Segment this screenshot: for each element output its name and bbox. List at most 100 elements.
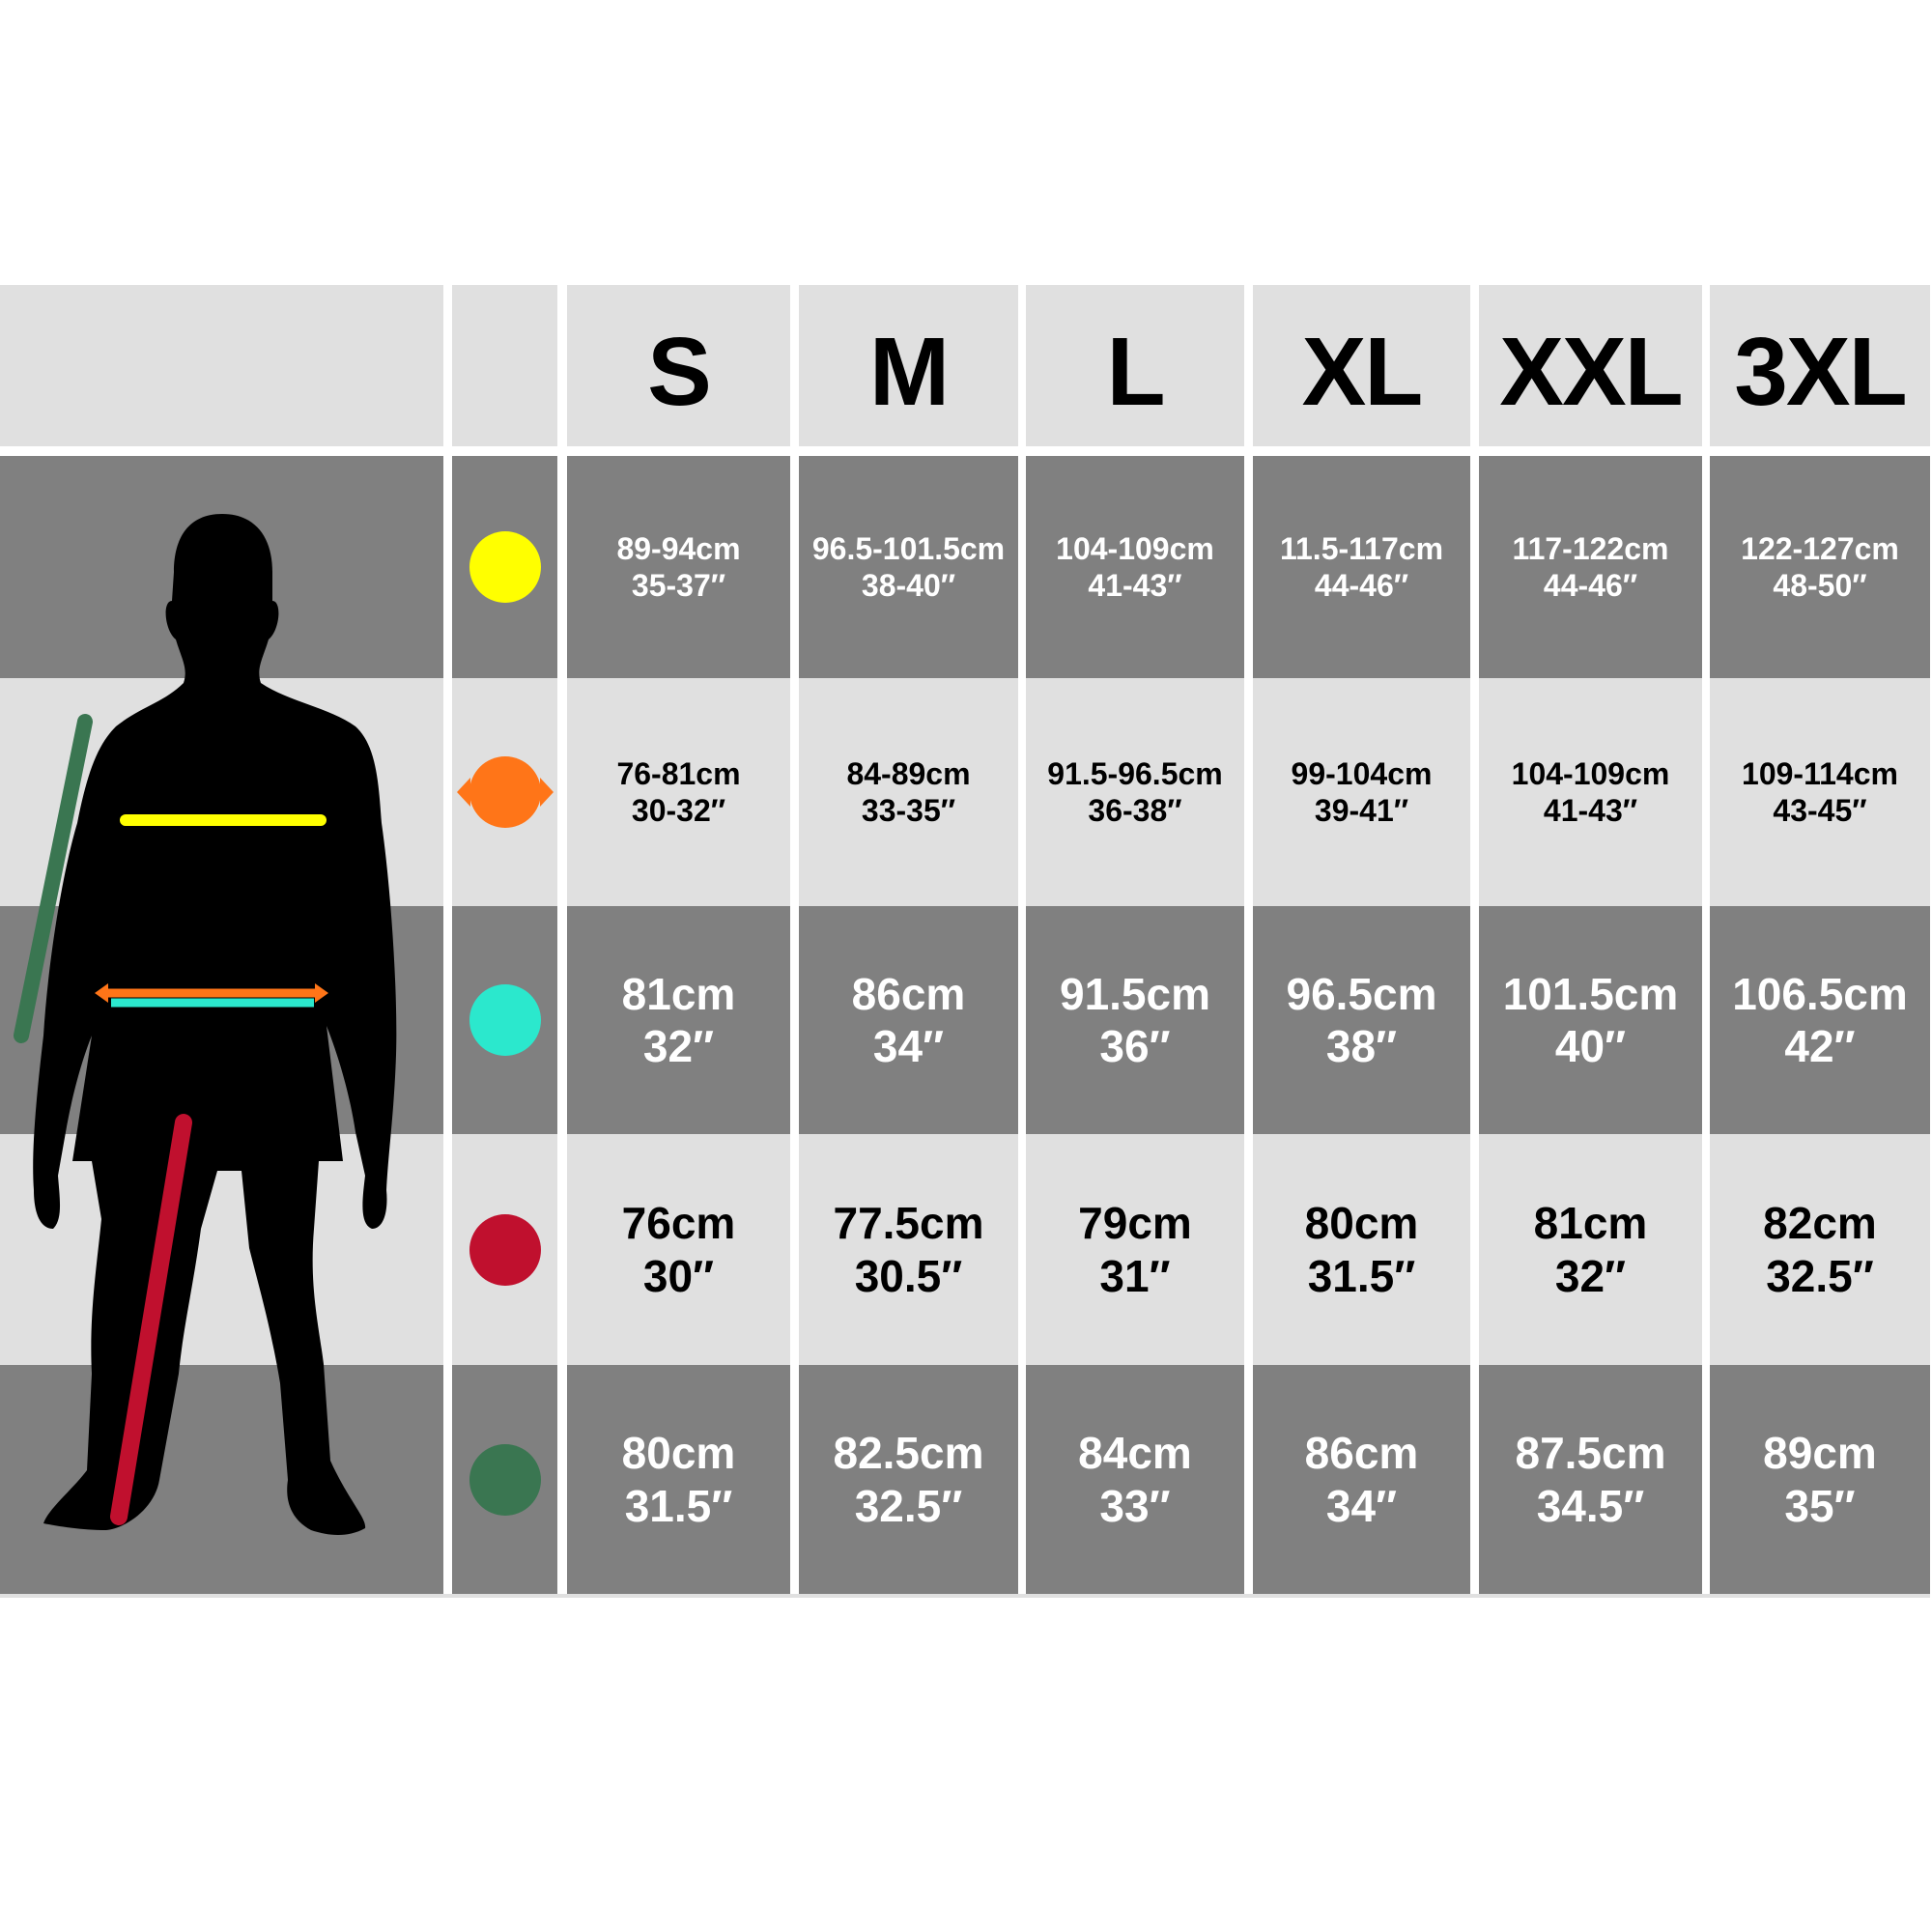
- measurement-cell: 89cm 35″: [1710, 1365, 1930, 1594]
- figure-bg-row: [0, 1365, 443, 1594]
- value-cm: 109-114cm: [1742, 755, 1898, 791]
- value-inches: 34.5″: [1536, 1480, 1645, 1531]
- value-cm: 89cm: [1763, 1428, 1877, 1479]
- measurement-cell: 91.5-96.5cm 36-38″: [1026, 678, 1244, 906]
- value-cm: 86cm: [851, 968, 966, 1019]
- value-cm: 104-109cm: [1056, 530, 1214, 566]
- value-cm: 96.5cm: [1286, 968, 1437, 1019]
- measurement-cell: 84-89cm 33-35″: [799, 678, 1018, 906]
- measurement-cell: 81cm 32″: [567, 906, 790, 1134]
- measure-icon-cell: [452, 906, 557, 1134]
- value-cm: 104-109cm: [1511, 755, 1670, 791]
- measurement-cell: 77.5cm 30.5″: [799, 1134, 1018, 1365]
- value-inches: 33″: [1099, 1480, 1171, 1531]
- value-cm: 91.5cm: [1059, 968, 1210, 1019]
- value-inches: 31.5″: [1307, 1250, 1416, 1301]
- measurement-cell: 86cm 34″: [1253, 1365, 1470, 1594]
- size-header-3xl: 3XL: [1710, 285, 1930, 446]
- value-cm: 76-81cm: [616, 755, 741, 791]
- value-inches: 44-46″: [1314, 568, 1409, 603]
- value-inches: 32″: [1554, 1250, 1627, 1301]
- value-cm: 122-127cm: [1741, 530, 1899, 566]
- red-dot-icon: [469, 1213, 541, 1286]
- measurement-cell: 87.5cm 34.5″: [1479, 1365, 1702, 1594]
- value-cm: 76cm: [621, 1198, 736, 1249]
- value-cm: 81cm: [1533, 1198, 1648, 1249]
- measurement-cell: 81cm 32″: [1479, 1134, 1702, 1365]
- measurement-cell: 80cm 31.5″: [1253, 1134, 1470, 1365]
- measurement-cell: 106.5cm 42″: [1710, 906, 1930, 1134]
- value-inches: 39-41″: [1314, 793, 1409, 828]
- measurement-cell: 104-109cm 41-43″: [1026, 456, 1244, 678]
- header-blank-figure: [0, 285, 443, 446]
- value-cm: 86cm: [1304, 1428, 1419, 1479]
- measurement-cell: 99-104cm 39-41″: [1253, 678, 1470, 906]
- value-cm: 87.5cm: [1515, 1428, 1666, 1479]
- value-inches: 33-35″: [861, 793, 956, 828]
- measurement-cell: 86cm 34″: [799, 906, 1018, 1134]
- value-inches: 43-45″: [1773, 793, 1867, 828]
- value-inches: 30″: [642, 1250, 715, 1301]
- measurement-cell: 82cm 32.5″: [1710, 1134, 1930, 1365]
- measurement-cell: 96.5cm 38″: [1253, 906, 1470, 1134]
- value-inches: 40″: [1554, 1021, 1627, 1071]
- value-inches: 34″: [872, 1021, 945, 1071]
- measurement-cell: 79cm 31″: [1026, 1134, 1244, 1365]
- value-inches: 48-50″: [1773, 568, 1867, 603]
- value-inches: 41-43″: [1543, 793, 1638, 828]
- value-cm: 89-94cm: [616, 530, 741, 566]
- value-cm: 106.5cm: [1732, 968, 1908, 1019]
- measurement-cell: 91.5cm 36″: [1026, 906, 1244, 1134]
- value-cm: 84-89cm: [846, 755, 971, 791]
- orange-arrows-wrap: [456, 756, 554, 828]
- measurement-cell: 76cm 30″: [567, 1134, 790, 1365]
- yellow-dot-icon: [469, 531, 541, 603]
- waist-arrow-left: [95, 983, 108, 1003]
- value-cm: 81cm: [621, 968, 736, 1019]
- value-inches: 38″: [1325, 1021, 1398, 1071]
- value-cm: 91.5-96.5cm: [1047, 755, 1223, 791]
- measurement-cell: 76-81cm 30-32″: [567, 678, 790, 906]
- value-inches: 44-46″: [1543, 568, 1638, 603]
- value-inches: 31.5″: [624, 1480, 733, 1531]
- value-cm: 82.5cm: [833, 1428, 984, 1479]
- value-inches: 32.5″: [854, 1480, 963, 1531]
- value-cm: 77.5cm: [833, 1198, 984, 1249]
- measurement-cell: 122-127cm 48-50″: [1710, 456, 1930, 678]
- arrow-left-icon: [456, 778, 470, 807]
- value-cm: 84cm: [1078, 1428, 1192, 1479]
- value-cm: 99-104cm: [1291, 755, 1433, 791]
- header-blank-icon: [452, 285, 557, 446]
- value-cm: 82cm: [1763, 1198, 1877, 1249]
- green-dot-icon: [469, 1443, 541, 1516]
- size-header-xxl: XXL: [1479, 285, 1702, 446]
- size-header-l: L: [1026, 285, 1244, 446]
- value-cm: 79cm: [1078, 1198, 1192, 1249]
- value-inches: 30-32″: [631, 793, 726, 828]
- measure-icon-cell: [452, 1365, 557, 1594]
- silhouette-shape: [33, 514, 397, 1535]
- measurement-cell: 101.5cm 40″: [1479, 906, 1702, 1134]
- waist-arrow-right: [315, 983, 328, 1003]
- value-inches: 34″: [1325, 1480, 1398, 1531]
- value-inches: 38-40″: [861, 568, 956, 603]
- measurement-cell: 89-94cm 35-37″: [567, 456, 790, 678]
- measurement-cell: 11.5-117cm 44-46″: [1253, 456, 1470, 678]
- measurement-cell: 80cm 31.5″: [567, 1365, 790, 1594]
- measurement-cell: 82.5cm 32.5″: [799, 1365, 1018, 1594]
- orange-dot-arrows-icon: [469, 756, 541, 828]
- turquoise-dot-icon: [469, 984, 541, 1056]
- value-inches: 32″: [642, 1021, 715, 1071]
- measurement-cell: 117-122cm 44-46″: [1479, 456, 1702, 678]
- value-inches: 36″: [1099, 1021, 1171, 1071]
- value-inches: 42″: [1784, 1021, 1856, 1071]
- measure-icon-cell: [452, 456, 557, 678]
- inseam-measure-line: [110, 1114, 192, 1525]
- value-cm: 80cm: [1304, 1198, 1419, 1249]
- size-header-s: S: [567, 285, 790, 446]
- measurement-cell: 104-109cm 41-43″: [1479, 678, 1702, 906]
- size-header-xl: XL: [1253, 285, 1470, 446]
- value-inches: 35″: [1784, 1480, 1856, 1531]
- size-header-m: M: [799, 285, 1018, 446]
- arrow-right-icon: [539, 778, 554, 807]
